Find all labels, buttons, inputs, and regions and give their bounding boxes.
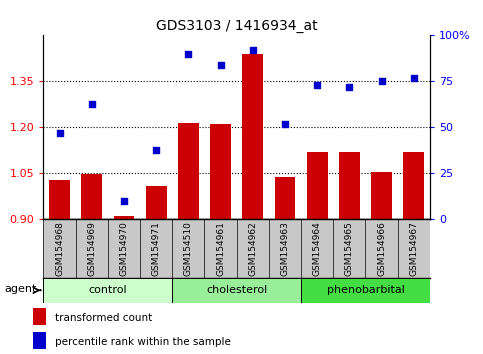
Text: GSM154965: GSM154965	[345, 221, 354, 276]
Title: GDS3103 / 1416934_at: GDS3103 / 1416934_at	[156, 19, 317, 33]
Bar	[146, 186, 167, 219]
Text: phenobarbital: phenobarbital	[327, 285, 404, 295]
Text: GSM154967: GSM154967	[409, 221, 418, 276]
Text: GSM154968: GSM154968	[55, 221, 64, 276]
Point	[120, 198, 128, 204]
Bar	[49, 179, 70, 219]
Text: GSM154963: GSM154963	[281, 221, 289, 276]
Bar	[33, 332, 46, 349]
Bar	[403, 152, 424, 219]
Bar	[33, 308, 46, 325]
Text: GSM154962: GSM154962	[248, 221, 257, 276]
Bar	[81, 175, 102, 219]
Point	[217, 62, 225, 68]
Bar	[274, 177, 296, 219]
Text: GSM154971: GSM154971	[152, 221, 161, 276]
Point	[410, 75, 418, 81]
Bar	[301, 278, 430, 303]
Text: transformed count: transformed count	[55, 313, 152, 323]
Bar	[178, 123, 199, 219]
Bar	[371, 172, 392, 219]
Text: GSM154966: GSM154966	[377, 221, 386, 276]
Bar	[210, 124, 231, 219]
Point	[313, 82, 321, 88]
Bar	[339, 152, 360, 219]
Text: control: control	[88, 285, 127, 295]
Point	[88, 101, 96, 106]
Point	[56, 130, 63, 136]
Point	[249, 47, 256, 53]
Text: GSM154964: GSM154964	[313, 221, 322, 276]
Point	[185, 51, 192, 57]
Point	[378, 79, 385, 84]
Bar	[172, 278, 301, 303]
Text: GSM154970: GSM154970	[119, 221, 128, 276]
Text: agent: agent	[4, 284, 37, 294]
Bar	[307, 152, 327, 219]
Bar	[114, 216, 134, 219]
Point	[152, 147, 160, 152]
Text: GSM154969: GSM154969	[87, 221, 96, 276]
Text: cholesterol: cholesterol	[206, 285, 267, 295]
Point	[281, 121, 289, 127]
Text: GSM154961: GSM154961	[216, 221, 225, 276]
Point	[345, 84, 353, 90]
Bar	[242, 54, 263, 219]
Bar	[43, 278, 172, 303]
Text: GSM154510: GSM154510	[184, 221, 193, 276]
Text: percentile rank within the sample: percentile rank within the sample	[55, 337, 230, 347]
